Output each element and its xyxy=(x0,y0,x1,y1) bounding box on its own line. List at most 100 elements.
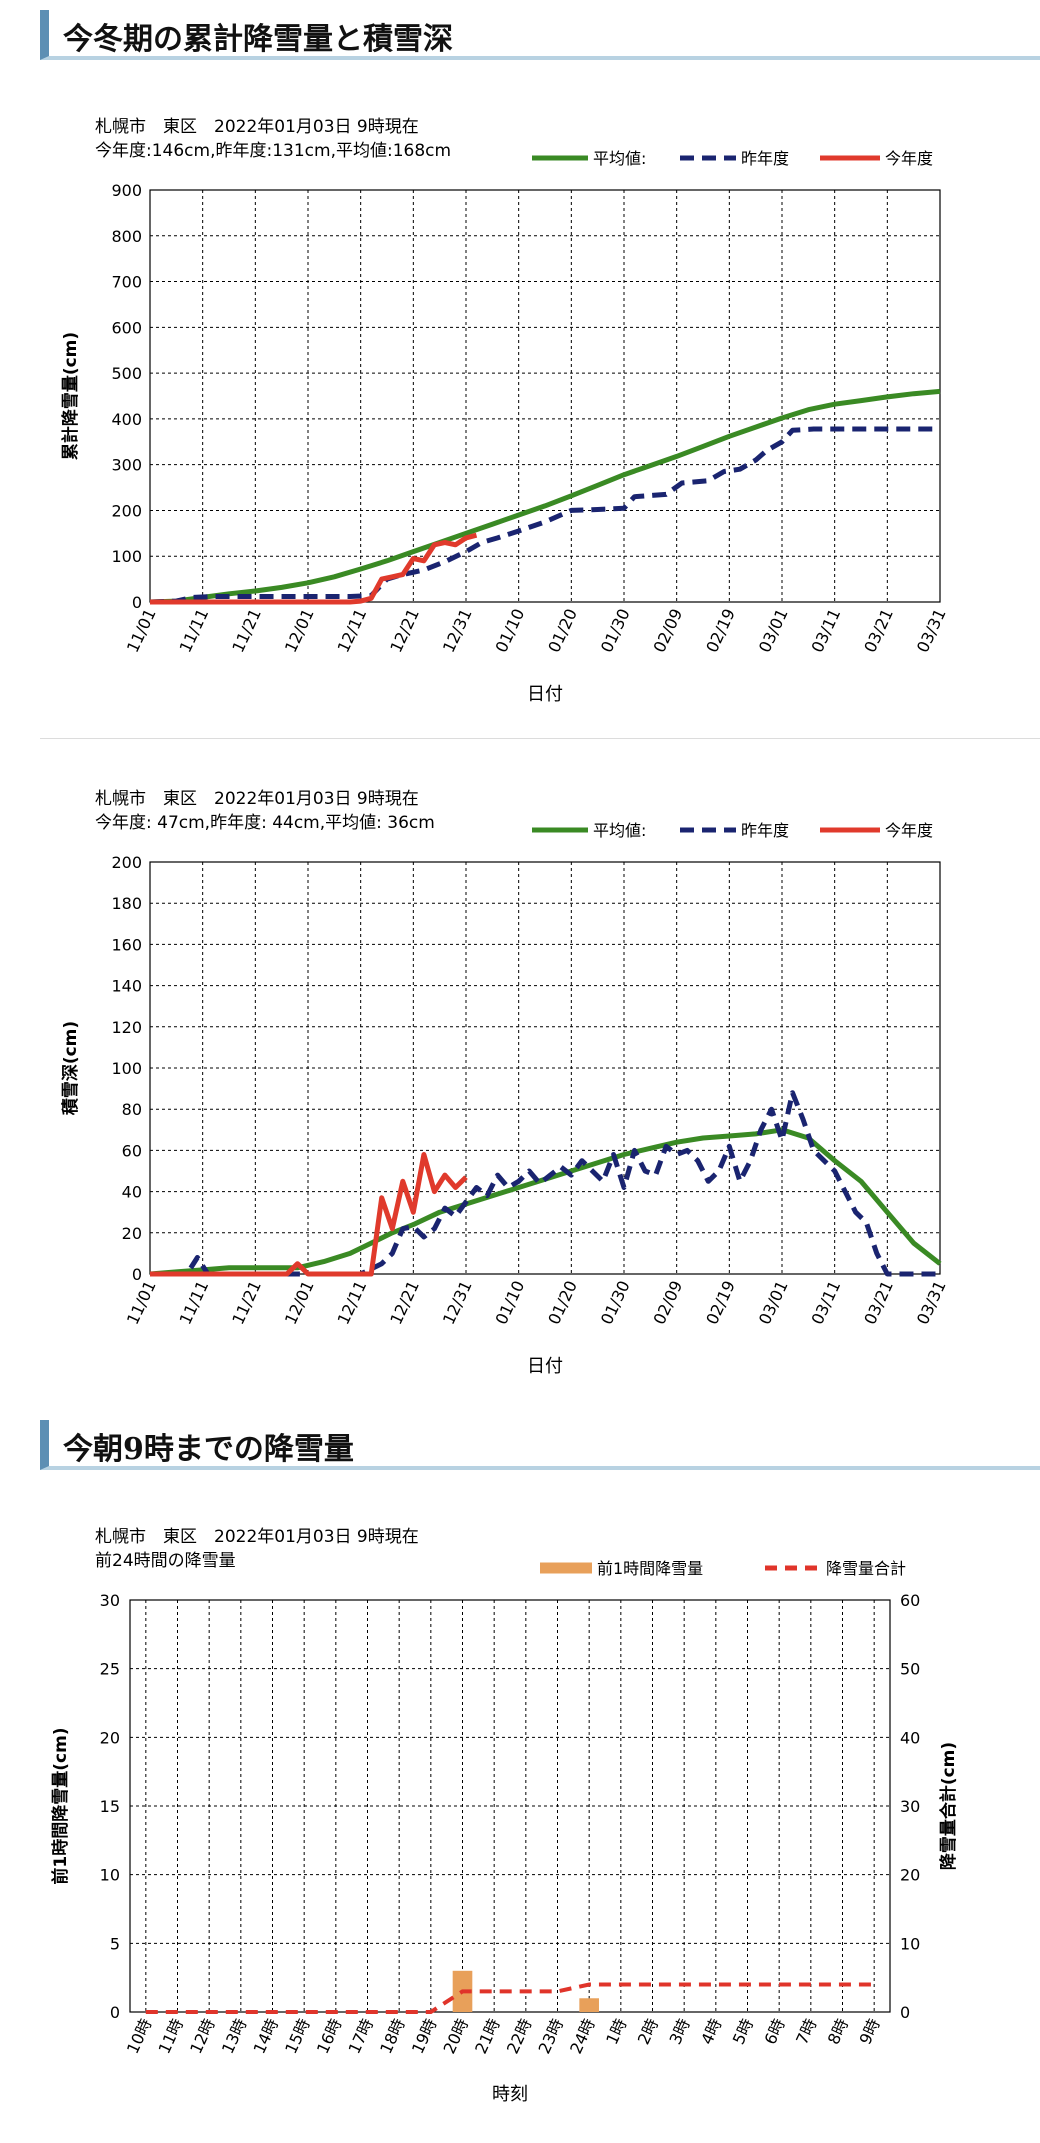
series-line-昨年度 xyxy=(149,426,940,605)
y-tick-label: 200 xyxy=(111,853,142,872)
series-line-平均値 xyxy=(149,1127,942,1277)
y-left-tick-label: 10 xyxy=(100,1866,120,1885)
x-tick-label: 02/19 xyxy=(702,606,739,656)
x-tick-label: 12/01 xyxy=(281,606,318,656)
x-tick-label: 10時 xyxy=(123,2016,156,2057)
y-left-axis-title: 前1時間降雪量(cm) xyxy=(50,1727,71,1884)
y-tick-label: 600 xyxy=(111,318,142,337)
x-tick-label: 11/01 xyxy=(123,606,160,656)
x-tick-label: 01/10 xyxy=(492,606,529,656)
x-tick-label: 9時 xyxy=(856,2016,884,2048)
y-left-tick-label: 15 xyxy=(100,1797,120,1816)
series-line-平均値 xyxy=(149,388,941,605)
x-tick-label: 02/19 xyxy=(702,1278,739,1328)
y-tick-label: 80 xyxy=(122,1100,142,1119)
x-tick-label: 18時 xyxy=(376,2016,409,2057)
total-snowfall-line xyxy=(145,1982,875,2014)
x-axis-title: 時刻 xyxy=(492,2084,528,2105)
x-tick-label: 4時 xyxy=(697,2016,725,2048)
x-tick-label: 03/31 xyxy=(913,606,950,656)
morning-section-heading: 今朝9時までの降雪量 xyxy=(40,1420,1040,1470)
x-tick-label: 3時 xyxy=(666,2016,694,2048)
cumulative-section-heading: 今冬期の累計降雪量と積雪深 xyxy=(40,10,1040,60)
x-tick-label: 03/11 xyxy=(808,1278,845,1328)
x-tick-label: 12/01 xyxy=(281,1278,318,1328)
y-tick-label: 800 xyxy=(111,227,142,246)
y-left-tick-label: 20 xyxy=(100,1728,120,1747)
average-legend-label: 平均値: xyxy=(593,149,646,168)
x-tick-label: 11/01 xyxy=(123,1278,160,1328)
x-axis-title: 日付 xyxy=(527,1356,563,1377)
x-tick-label: 12/31 xyxy=(439,606,476,656)
average-legend-label: 平均値: xyxy=(593,821,646,840)
x-tick-label: 13時 xyxy=(218,2016,251,2057)
x-tick-label: 11/21 xyxy=(228,606,265,656)
x-tick-label: 03/21 xyxy=(860,1278,897,1328)
y-tick-label: 100 xyxy=(111,547,142,566)
series-line-今年度 xyxy=(150,532,478,605)
y-right-tick-label: 20 xyxy=(900,1866,920,1885)
y-right-tick-label: 50 xyxy=(900,1660,920,1679)
x-tick-label: 2時 xyxy=(634,2016,662,2048)
x-tick-label: 03/01 xyxy=(755,1278,792,1328)
this-year-legend-label: 今年度 xyxy=(885,149,933,168)
y-left-tick-label: 5 xyxy=(110,1934,120,1953)
x-tick-label: 03/01 xyxy=(755,606,792,656)
x-tick-label: 11/21 xyxy=(228,1278,265,1328)
y-tick-label: 0 xyxy=(132,1265,142,1284)
plot-area-frame xyxy=(149,861,941,1275)
x-tick-label: 11時 xyxy=(155,2016,188,2057)
x-tick-label: 01/10 xyxy=(492,1278,529,1328)
x-tick-label: 12/21 xyxy=(386,606,423,656)
x-tick-label: 03/31 xyxy=(913,1278,950,1328)
x-tick-label: 03/21 xyxy=(860,606,897,656)
y-tick-label: 40 xyxy=(122,1183,142,1202)
x-tick-label: 5時 xyxy=(729,2016,757,2048)
x-tick-label: 20時 xyxy=(440,2016,473,2057)
x-tick-label: 01/30 xyxy=(597,606,634,656)
chart-header-location: 札幌市 東区 2022年01月03日 9時現在 xyxy=(95,1527,419,1547)
x-tick-label: 19時 xyxy=(408,2016,441,2057)
hourly-legend-label: 前1時間降雪量 xyxy=(597,1559,703,1578)
x-tick-label: 15時 xyxy=(281,2016,314,2057)
x-tick-label: 23時 xyxy=(535,2016,568,2057)
y-tick-label: 20 xyxy=(122,1224,142,1243)
y-right-tick-label: 0 xyxy=(900,2003,910,2022)
x-tick-label: 02/09 xyxy=(650,1278,687,1328)
y-left-tick-label: 0 xyxy=(110,2003,120,2022)
x-tick-label: 11/11 xyxy=(176,1278,213,1328)
section-divider xyxy=(40,738,1040,739)
chart-header-summary: 前24時間の降雪量 xyxy=(95,1551,236,1571)
y-right-tick-label: 40 xyxy=(900,1728,920,1747)
x-tick-label: 12/11 xyxy=(334,1278,371,1328)
y-tick-label: 60 xyxy=(122,1141,142,1160)
x-tick-label: 12/11 xyxy=(334,606,371,656)
this-year-legend-label: 今年度 xyxy=(885,821,933,840)
y-tick-label: 400 xyxy=(111,410,142,429)
x-tick-label: 12時 xyxy=(186,2016,219,2057)
y-tick-label: 140 xyxy=(111,977,142,996)
y-tick-label: 300 xyxy=(111,456,142,475)
x-axis-title: 日付 xyxy=(527,684,563,705)
x-tick-label: 21時 xyxy=(471,2016,504,2057)
last-year-legend-label: 昨年度 xyxy=(741,149,789,168)
x-tick-label: 1時 xyxy=(602,2016,630,2048)
x-tick-label: 6時 xyxy=(761,2016,789,2048)
x-tick-label: 01/30 xyxy=(597,1278,634,1328)
x-tick-label: 02/09 xyxy=(650,606,687,656)
y-right-tick-label: 30 xyxy=(900,1797,920,1816)
chart-header-summary: 今年度: 47cm,昨年度: 44cm,平均値: 36cm xyxy=(95,813,435,833)
y-tick-label: 100 xyxy=(111,1059,142,1078)
x-tick-label: 22時 xyxy=(503,2016,536,2057)
x-tick-label: 12/31 xyxy=(439,1278,476,1328)
y-tick-label: 200 xyxy=(111,501,142,520)
chart-header-location: 札幌市 東区 2022年01月03日 9時現在 xyxy=(95,117,419,137)
y-tick-label: 500 xyxy=(111,364,142,383)
total-legend-label: 降雪量合計 xyxy=(826,1559,906,1578)
plot-area-frame xyxy=(149,189,941,603)
chart-header-summary: 今年度:146cm,昨年度:131cm,平均値:168cm xyxy=(95,141,451,161)
x-tick-label: 7時 xyxy=(792,2016,820,2048)
y-tick-label: 700 xyxy=(111,273,142,292)
